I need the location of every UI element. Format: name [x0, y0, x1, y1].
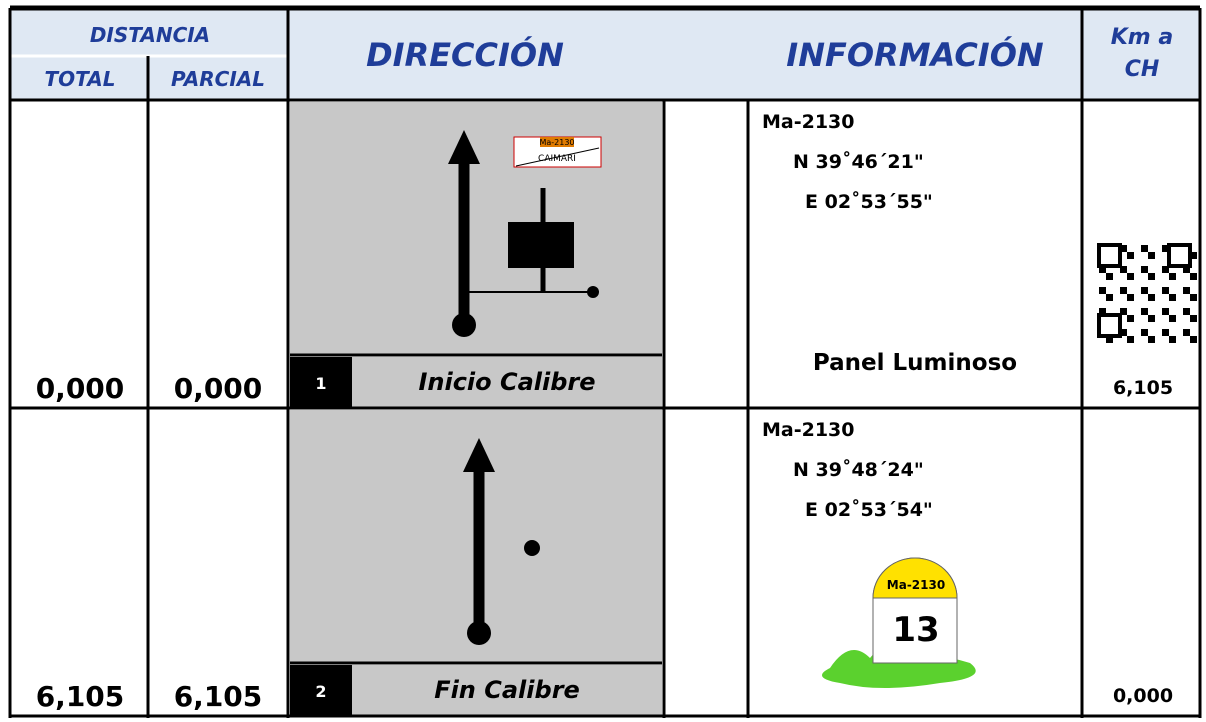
north: N 39˚46´21": [793, 150, 924, 173]
step-number: 2: [315, 682, 326, 701]
grass: [822, 645, 976, 688]
arrow-head: [448, 130, 480, 164]
direction-panel: [290, 102, 662, 355]
north: N 39˚48´24": [793, 458, 924, 481]
total: 6,105: [36, 680, 125, 713]
header: DISTANCIA TOTAL PARCIAL DIRECCIÓN INFORM…: [10, 5, 1200, 100]
number-box: [290, 357, 352, 408]
road: Ma-2130: [762, 111, 855, 133]
total: 0,000: [36, 372, 125, 405]
direccion: DIRECCIÓN: [366, 35, 564, 74]
sign-road: Ma-2130: [539, 138, 574, 147]
total: TOTAL: [45, 67, 116, 91]
distancia: DISTANCIA: [90, 23, 210, 47]
step-label: Inicio Calibre: [418, 368, 595, 396]
parcial: 0,000: [174, 372, 263, 405]
road: Ma-2130: [762, 419, 855, 441]
arrow-start: [467, 621, 491, 645]
note: Panel Luminoso: [813, 350, 1017, 376]
step-number: 1: [315, 374, 326, 393]
number-box: [290, 665, 352, 716]
arrow-start: [452, 313, 476, 337]
milestone-road: Ma-2130: [887, 578, 945, 592]
building: [508, 222, 574, 268]
milestone-km: 13: [892, 610, 939, 650]
informacion: INFORMACIÓN: [786, 35, 1044, 74]
step-label: Fin Calibre: [434, 676, 580, 704]
header-bg: [10, 8, 1200, 100]
east: E 02˚53´54": [805, 498, 933, 521]
label-box: [352, 665, 662, 716]
east: E 02˚53´55": [805, 190, 933, 213]
km: 6,105: [1113, 377, 1173, 399]
parcial: PARCIAL: [171, 67, 265, 91]
km: 0,000: [1113, 685, 1173, 707]
parcial: 6,105: [174, 680, 263, 713]
km-header: Km a CH: [1111, 25, 1173, 82]
arrow-head: [463, 438, 495, 472]
sign-name: CAIMARI: [538, 154, 576, 164]
label-box: [352, 357, 662, 408]
